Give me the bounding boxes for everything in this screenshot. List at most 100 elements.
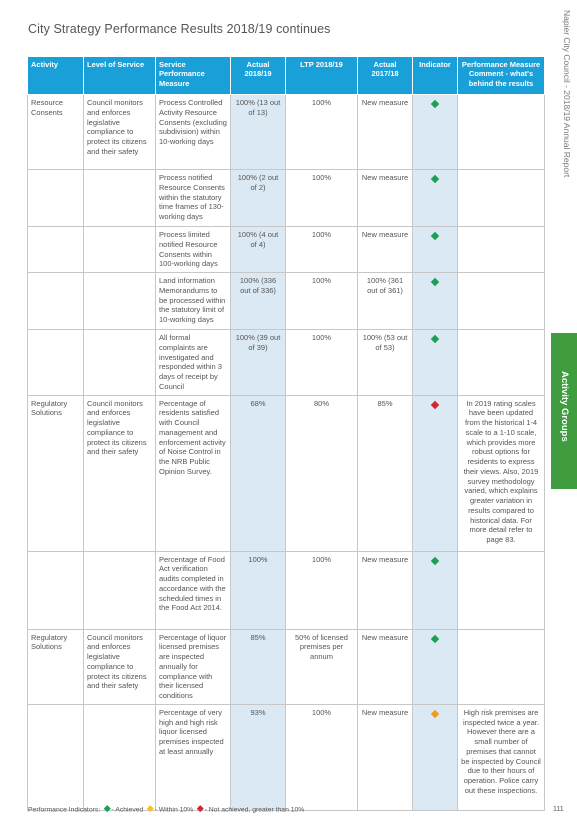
activity-cell — [27, 169, 84, 227]
table-row: All formal complaints are investigated a… — [27, 329, 545, 396]
activity-cell: Regulatory Solutions — [27, 394, 84, 552]
indicator-cell — [412, 394, 458, 552]
header-activity: Activity — [27, 56, 84, 95]
actual-2019-cell: 100% (4 out of 4) — [230, 226, 286, 273]
indicator-cell — [412, 329, 458, 396]
header-measure: Service Performance Measure — [155, 56, 231, 95]
level-of-service-cell — [83, 272, 156, 330]
legend-label: Performance Indicators: — [28, 806, 101, 814]
page-title: City Strategy Performance Results 2018/1… — [28, 22, 331, 36]
within10-diamond-icon — [430, 709, 440, 718]
table-row: Regulatory Solutions Council monitors and… — [27, 628, 545, 705]
ltp-2019-cell: 100% — [285, 94, 358, 170]
actual-2018-cell: New measure — [357, 226, 413, 273]
measure-cell: Process Controlled Activity Resource Con… — [155, 94, 231, 170]
actual-2019-cell: 93% — [230, 703, 286, 811]
ltp-2019-cell: 80% — [285, 394, 358, 552]
header-ltp-2019: LTP 2018/19 — [285, 56, 358, 95]
comment-cell: High risk premises are inspected twice a… — [457, 703, 545, 811]
level-of-service-cell — [83, 703, 156, 811]
actual-2018-cell: New measure — [357, 169, 413, 227]
achieved-diamond-icon — [430, 231, 440, 241]
level-of-service-cell — [83, 550, 156, 630]
measure-cell: Percentage of very high and high risk li… — [155, 703, 231, 811]
actual-2018-cell: New measure — [357, 628, 413, 705]
actual-2019-cell: 85% — [230, 628, 286, 705]
activity-cell — [27, 550, 84, 630]
ltp-2019-cell: 100% — [285, 226, 358, 273]
comment-cell — [457, 169, 545, 227]
page-number: 111 — [553, 806, 564, 813]
comment-cell — [457, 550, 545, 630]
table-row: Land information Memorandums to be proce… — [27, 272, 545, 330]
level-of-service-cell — [83, 226, 156, 273]
activity-cell: Resource Consents — [27, 94, 84, 170]
activity-cell — [27, 703, 84, 811]
side-caption: Napier City Council - 2018/19 Annual Rep… — [562, 10, 572, 178]
level-of-service-cell: Council monitors and enforces legislativ… — [83, 628, 156, 705]
ltp-2019-cell: 100% — [285, 169, 358, 227]
legend-within: - Within 10% — [154, 806, 194, 814]
measure-cell: Percentage of Food Act verification audi… — [155, 550, 231, 630]
ltp-2019-cell: 100% — [285, 272, 358, 330]
ltp-2019-cell: 100% — [285, 550, 358, 630]
indicator-cell — [412, 703, 458, 811]
actual-2019-cell: 68% — [230, 394, 286, 552]
actual-2019-cell: 100% (39 out of 39) — [230, 329, 286, 396]
achieved-diamond-icon — [430, 277, 440, 287]
level-of-service-cell: Council monitors and enforces legislativ… — [83, 394, 156, 552]
actual-2018-cell: 85% — [357, 394, 413, 552]
indicator-cell — [412, 272, 458, 330]
achieved-diamond-icon — [104, 805, 111, 812]
comment-cell — [457, 329, 545, 396]
legend-achieved: - Achieved — [111, 806, 144, 814]
table-row: Process limited notified Resource Consen… — [27, 226, 545, 273]
ltp-2019-cell: 50% of licensed premises per annum — [285, 628, 358, 705]
achieved-diamond-icon — [430, 334, 440, 344]
not-achieved-diamond-icon — [430, 400, 440, 409]
measure-cell: Process notified Resource Consents withi… — [155, 169, 231, 227]
performance-table: Activity Level of Service Service Perfor… — [27, 56, 545, 811]
actual-2018-cell: 100% (53 out of 53) — [357, 329, 413, 396]
level-of-service-cell: Council monitors and enforces legislativ… — [83, 94, 156, 170]
table-row: Process notified Resource Consents withi… — [27, 169, 545, 227]
achieved-diamond-icon — [430, 634, 440, 643]
activity-groups-tab[interactable]: Activity Groups — [551, 333, 577, 489]
header-comment: Performance Measure Comment - what's beh… — [457, 56, 545, 95]
actual-2019-cell: 100% (13 out of 13) — [230, 94, 286, 170]
header-actual-2019: Actual 2018/19 — [230, 56, 286, 95]
activity-cell — [27, 226, 84, 273]
table-row: Percentage of very high and high risk li… — [27, 703, 545, 811]
achieved-diamond-icon — [430, 99, 440, 109]
activity-cell: Regulatory Solutions — [27, 628, 84, 705]
comment-cell — [457, 94, 545, 170]
table-row: Percentage of Food Act verification audi… — [27, 550, 545, 630]
activity-cell — [27, 272, 84, 330]
table-header-row: Activity Level of Service Service Perfor… — [27, 56, 545, 95]
header-level-of-service: Level of Service — [83, 56, 156, 95]
achieved-diamond-icon — [430, 174, 440, 184]
actual-2019-cell: 100% — [230, 550, 286, 630]
measure-cell: Process limited notified Resource Consen… — [155, 226, 231, 273]
legend-not-achieved: - Not achieved, greater than 10% — [204, 806, 305, 814]
actual-2019-cell: 100% (336 out of 336) — [230, 272, 286, 330]
comment-cell: In 2019 rating scales have been updated … — [457, 394, 545, 552]
header-indicator: Indicator — [412, 56, 458, 95]
table-row: Regulatory Solutions Council monitors and… — [27, 394, 545, 552]
ltp-2019-cell: 100% — [285, 329, 358, 396]
level-of-service-cell — [83, 169, 156, 227]
actual-2019-cell: 100% (2 out of 2) — [230, 169, 286, 227]
comment-cell — [457, 226, 545, 273]
measure-cell: Percentage of residents satisfied with C… — [155, 394, 231, 552]
actual-2018-cell: New measure — [357, 550, 413, 630]
activity-cell — [27, 329, 84, 396]
comment-cell — [457, 628, 545, 705]
indicator-legend: Performance Indicators: - Achieved - Wit… — [28, 805, 305, 814]
header-actual-2018: Actual 2017/18 — [357, 56, 413, 95]
indicator-cell — [412, 226, 458, 273]
comment-cell — [457, 272, 545, 330]
measure-cell: Land information Memorandums to be proce… — [155, 272, 231, 330]
actual-2018-cell: 100% (361 out of 361) — [357, 272, 413, 330]
ltp-2019-cell: 100% — [285, 703, 358, 811]
within-diamond-icon — [147, 805, 154, 812]
